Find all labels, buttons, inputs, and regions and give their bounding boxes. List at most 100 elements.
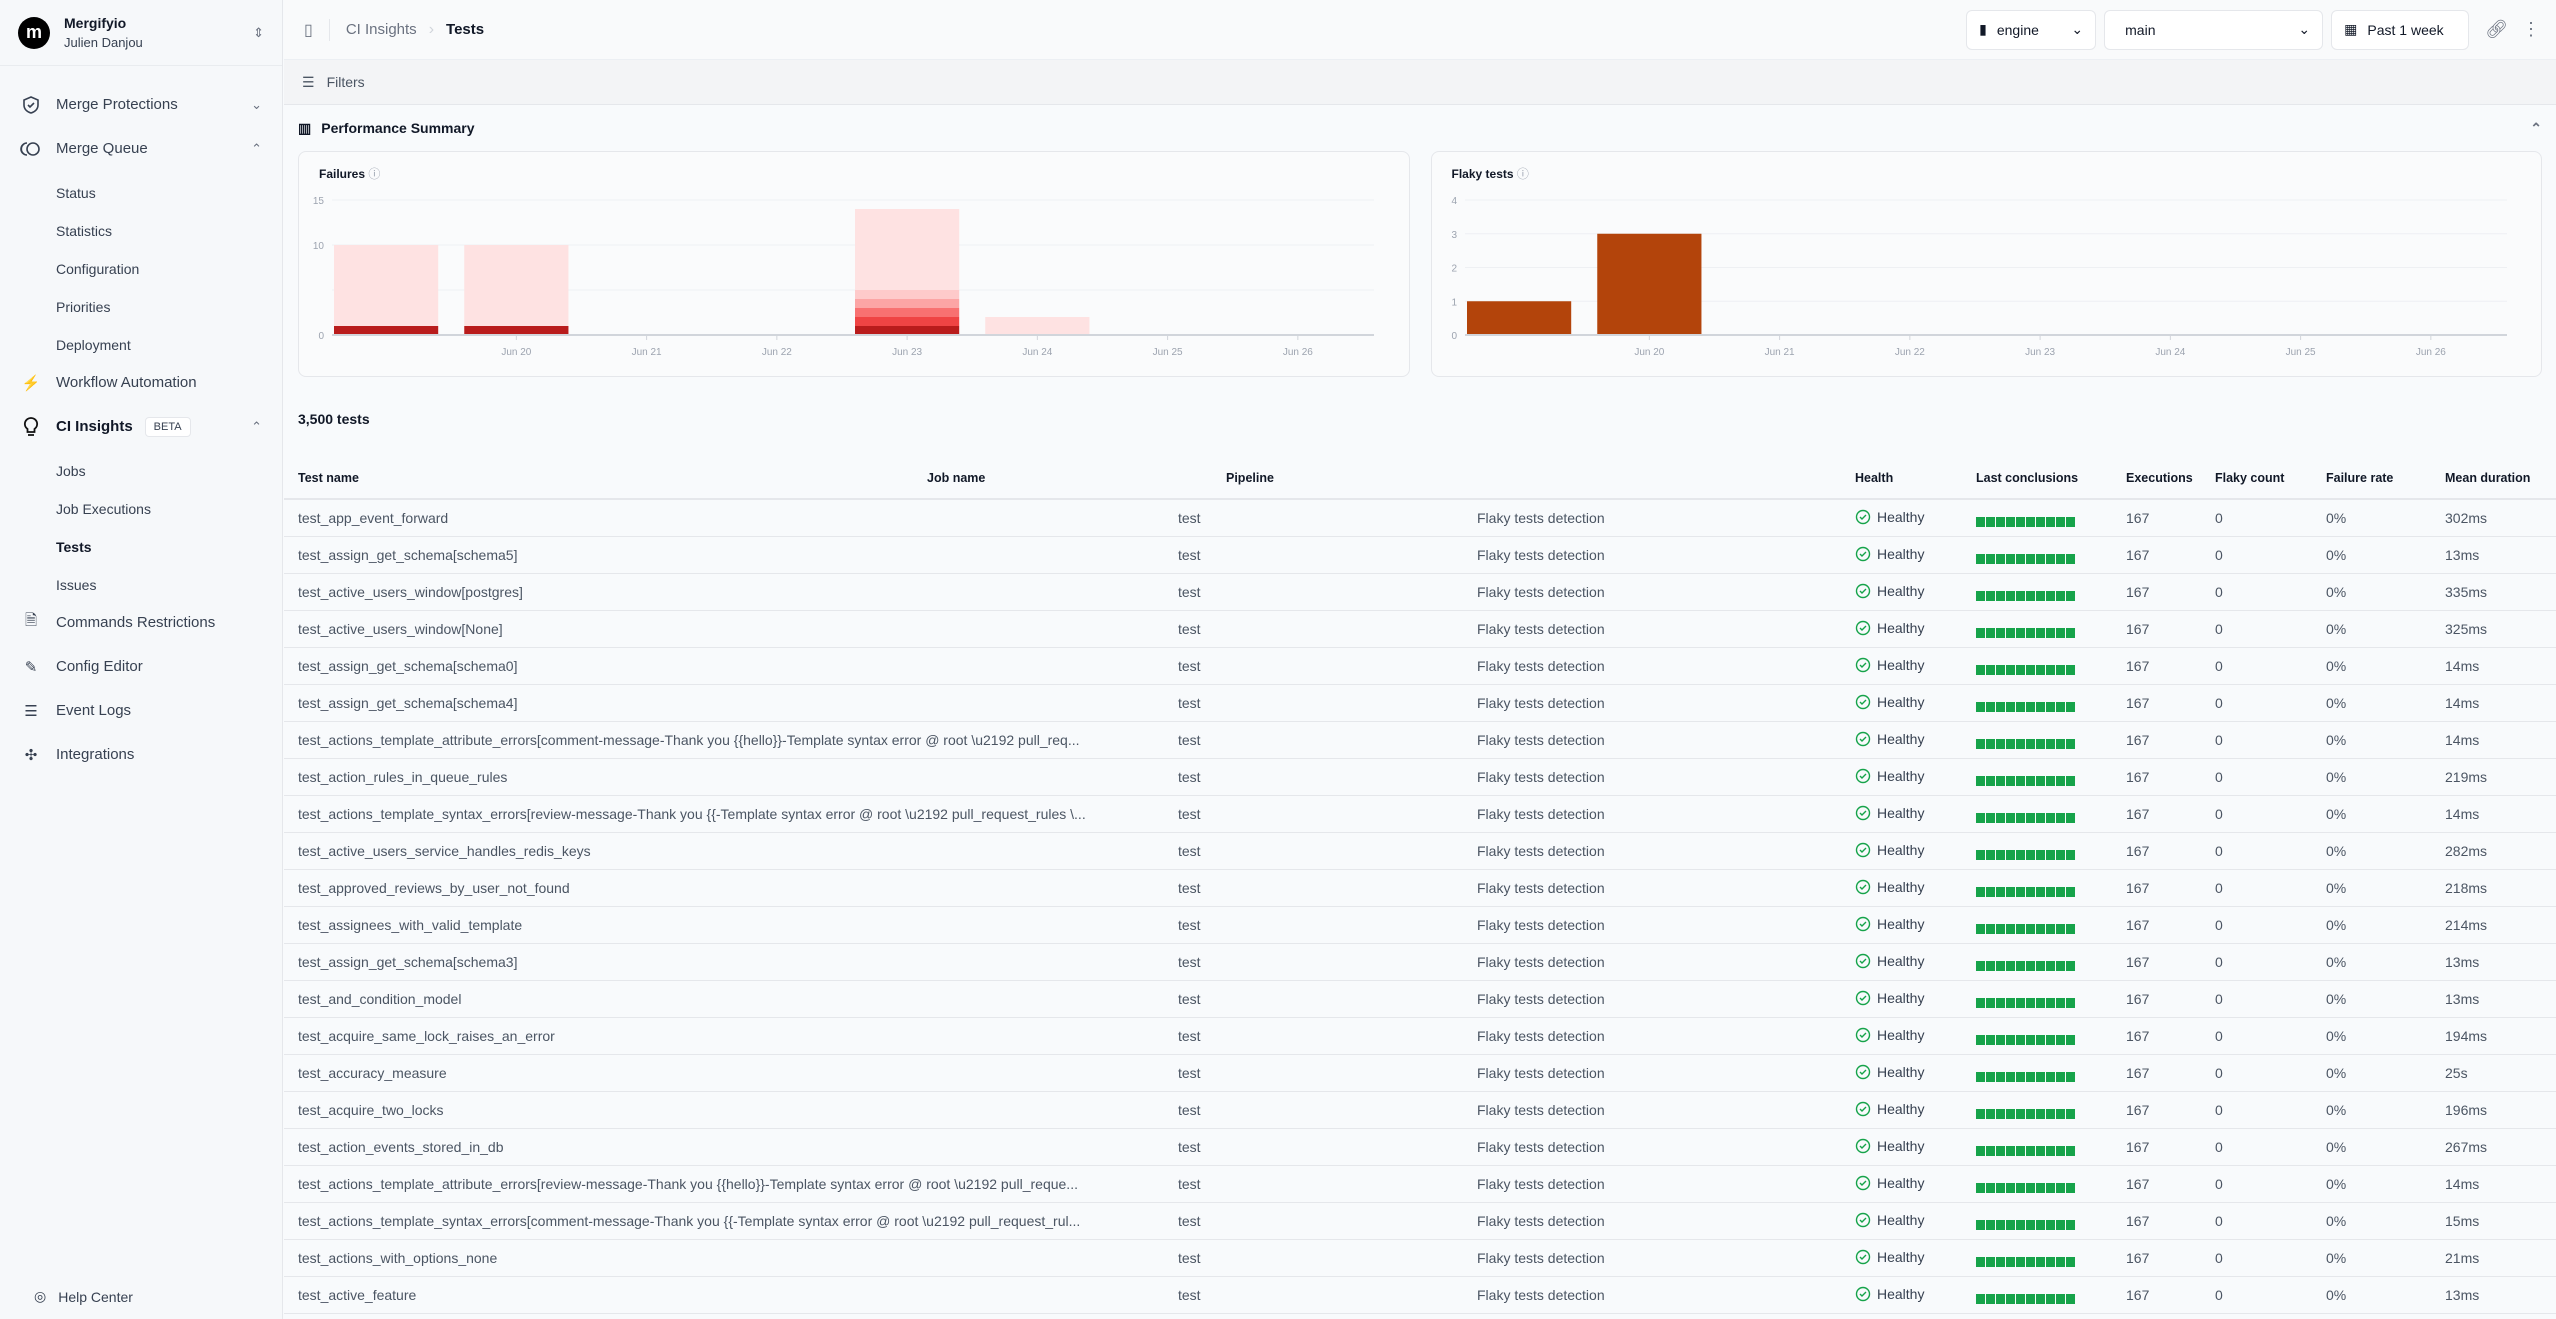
conclusion-square[interactable] (2026, 775, 2035, 786)
conclusion-square[interactable] (1976, 923, 1985, 934)
conclusion-square[interactable] (1976, 1034, 1985, 1045)
conclusion-square[interactable] (1976, 960, 1985, 971)
conclusion-square[interactable] (2036, 590, 2045, 601)
conclusion-square[interactable] (2066, 849, 2075, 860)
conclusion-square[interactable] (2026, 997, 2035, 1008)
conclusion-square[interactable] (1996, 1145, 2005, 1156)
test-name[interactable]: test_action_rules_in_queue_rules (298, 768, 508, 785)
conclusion-square[interactable] (2016, 849, 2025, 860)
conclusion-square[interactable] (2006, 1256, 2015, 1267)
nav-status[interactable]: Status (56, 185, 96, 201)
sidebar-toggle-icon[interactable]: ▯ (304, 21, 313, 39)
nav-job-executions[interactable]: Job Executions (56, 501, 151, 517)
conclusion-square[interactable] (2026, 1145, 2035, 1156)
conclusion-square[interactable] (2046, 923, 2055, 934)
table-row[interactable]: test_assign_get_schema[schema5] test Flaky… (284, 536, 2556, 574)
conclusion-square[interactable] (2056, 1108, 2065, 1119)
conclusion-square[interactable] (2016, 997, 2025, 1008)
conclusion-square[interactable] (2026, 738, 2035, 749)
test-name[interactable]: test_and_condition_model (298, 990, 462, 1007)
nav-event-logs[interactable]: ☰ Event Logs (0, 692, 282, 729)
conclusion-square[interactable] (2066, 1182, 2075, 1193)
conclusion-square[interactable] (2056, 923, 2065, 934)
conclusion-square[interactable] (2016, 590, 2025, 601)
conclusion-square[interactable] (1996, 1219, 2005, 1230)
conclusion-square[interactable] (2036, 1034, 2045, 1045)
conclusion-square[interactable] (2036, 701, 2045, 712)
conclusion-square[interactable] (2006, 627, 2015, 638)
conclusion-square[interactable] (1986, 1293, 1995, 1304)
conclusion-square[interactable] (1986, 1219, 1995, 1230)
conclusion-square[interactable] (1986, 664, 1995, 675)
test-name[interactable]: test_app_event_forward (298, 510, 449, 526)
conclusion-square[interactable] (1976, 1293, 1985, 1304)
test-name[interactable]: test_active_users_window[None] (298, 620, 503, 637)
conclusion-square[interactable] (2046, 812, 2055, 823)
nav-config-editor[interactable]: ✎ Config Editor (0, 648, 282, 685)
conclusion-square[interactable] (1976, 775, 1985, 786)
table-row[interactable]: test_actions_template_attribute_errors[c… (284, 721, 2556, 759)
nav-configuration[interactable]: Configuration (56, 261, 140, 277)
conclusion-square[interactable] (1986, 849, 1995, 860)
conclusion-square[interactable] (2016, 1182, 2025, 1193)
conclusion-square[interactable] (2046, 590, 2055, 601)
conclusion-square[interactable] (2066, 1034, 2075, 1045)
conclusion-square[interactable] (2026, 517, 2035, 528)
conclusion-square[interactable] (2056, 1071, 2065, 1082)
test-name[interactable]: test_acquire_same_lock_raises_an_error (298, 1027, 555, 1044)
help-icon[interactable]: ⓘ (368, 167, 381, 181)
column-header[interactable]: Job name (927, 471, 986, 485)
conclusion-square[interactable] (1996, 1182, 2005, 1193)
conclusion-square[interactable] (1986, 997, 1995, 1008)
conclusion-square[interactable] (2026, 1293, 2035, 1304)
conclusion-square[interactable] (1996, 664, 2005, 675)
conclusion-square[interactable] (2036, 1219, 2045, 1230)
conclusion-square[interactable] (2006, 1182, 2015, 1193)
conclusion-square[interactable] (1986, 886, 1995, 897)
conclusion-square[interactable] (2016, 1108, 2025, 1119)
table-row[interactable]: test_assignees_with_valid_template test Fl… (284, 906, 2556, 944)
conclusion-square[interactable] (2056, 1034, 2065, 1045)
collapse-chevron-icon[interactable]: ⌃ (2530, 119, 2542, 136)
conclusion-square[interactable] (2036, 1108, 2045, 1119)
conclusion-square[interactable] (2056, 849, 2065, 860)
conclusion-square[interactable] (2056, 664, 2065, 675)
conclusion-square[interactable] (2036, 627, 2045, 638)
conclusion-square[interactable] (2036, 849, 2045, 860)
conclusion-square[interactable] (2016, 775, 2025, 786)
conclusion-square[interactable] (2046, 1071, 2055, 1082)
conclusion-square[interactable] (2016, 1145, 2025, 1156)
table-row[interactable]: test_and_condition_model test Flaky tests … (284, 980, 2556, 1018)
conclusion-square[interactable] (2006, 923, 2015, 934)
table-row[interactable]: test_actions_template_attribute_errors[r… (284, 1165, 2556, 1203)
nav-statistics[interactable]: Statistics (56, 223, 113, 239)
nav-merge-queue[interactable]: Merge Queue ⌃ (0, 130, 282, 167)
conclusion-square[interactable] (2036, 997, 2045, 1008)
conclusion-square[interactable] (2056, 517, 2065, 528)
conclusion-square[interactable] (1986, 738, 1995, 749)
conclusion-square[interactable] (2056, 701, 2065, 712)
conclusion-square[interactable] (2056, 553, 2065, 564)
conclusion-square[interactable] (2066, 701, 2075, 712)
conclusion-square[interactable] (2046, 553, 2055, 564)
conclusion-square[interactable] (1976, 738, 1985, 749)
conclusion-square[interactable] (2046, 627, 2055, 638)
test-name[interactable]: test_assign_get_schema[schema0] (298, 657, 518, 674)
conclusion-square[interactable] (1996, 627, 2005, 638)
column-header[interactable]: Test name (298, 471, 359, 485)
conclusion-square[interactable] (1976, 812, 1985, 823)
conclusion-square[interactable] (2056, 627, 2065, 638)
conclusion-square[interactable] (1976, 1182, 1985, 1193)
conclusion-square[interactable] (2006, 960, 2015, 971)
conclusion-square[interactable] (2016, 627, 2025, 638)
conclusion-square[interactable] (2056, 812, 2065, 823)
conclusion-square[interactable] (2056, 590, 2065, 601)
table-row[interactable]: test_active_users_window[None] test Flaky … (284, 610, 2556, 648)
column-header[interactable]: Failure rate (2326, 471, 2394, 485)
conclusion-square[interactable] (1996, 775, 2005, 786)
date-range-button[interactable]: ▦ Past 1 week (2331, 9, 2470, 50)
conclusion-square[interactable] (2036, 1256, 2045, 1267)
conclusion-square[interactable] (2036, 1071, 2045, 1082)
conclusion-square[interactable] (2006, 849, 2015, 860)
link-icon[interactable]: 🔗︎ (2485, 19, 2508, 39)
